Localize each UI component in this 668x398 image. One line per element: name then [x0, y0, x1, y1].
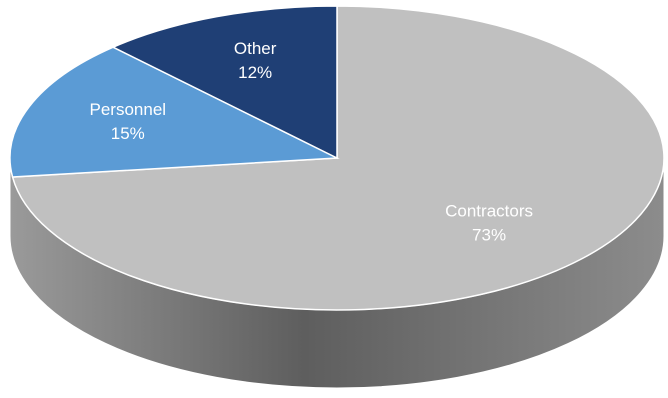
slice-label-personnel: Personnel 15%: [90, 100, 167, 143]
slice-label-contractors: Contractors 73%: [445, 201, 533, 244]
slice-percent: 12%: [238, 63, 272, 82]
slice-name: Contractors: [445, 201, 533, 220]
pie-labels: Contractors 73% Personnel 15% Other 12%: [90, 39, 534, 244]
slice-percent: 15%: [111, 124, 145, 143]
pie-slice-personnel: [9, 46, 340, 178]
pie-slice-other: [111, 5, 338, 160]
slice-name: Personnel: [90, 100, 167, 119]
slice-percent: 73%: [472, 225, 506, 244]
slice-label-other: Other 12%: [234, 39, 277, 82]
pie-slices: [9, 5, 665, 311]
slice-name: Other: [234, 39, 277, 58]
